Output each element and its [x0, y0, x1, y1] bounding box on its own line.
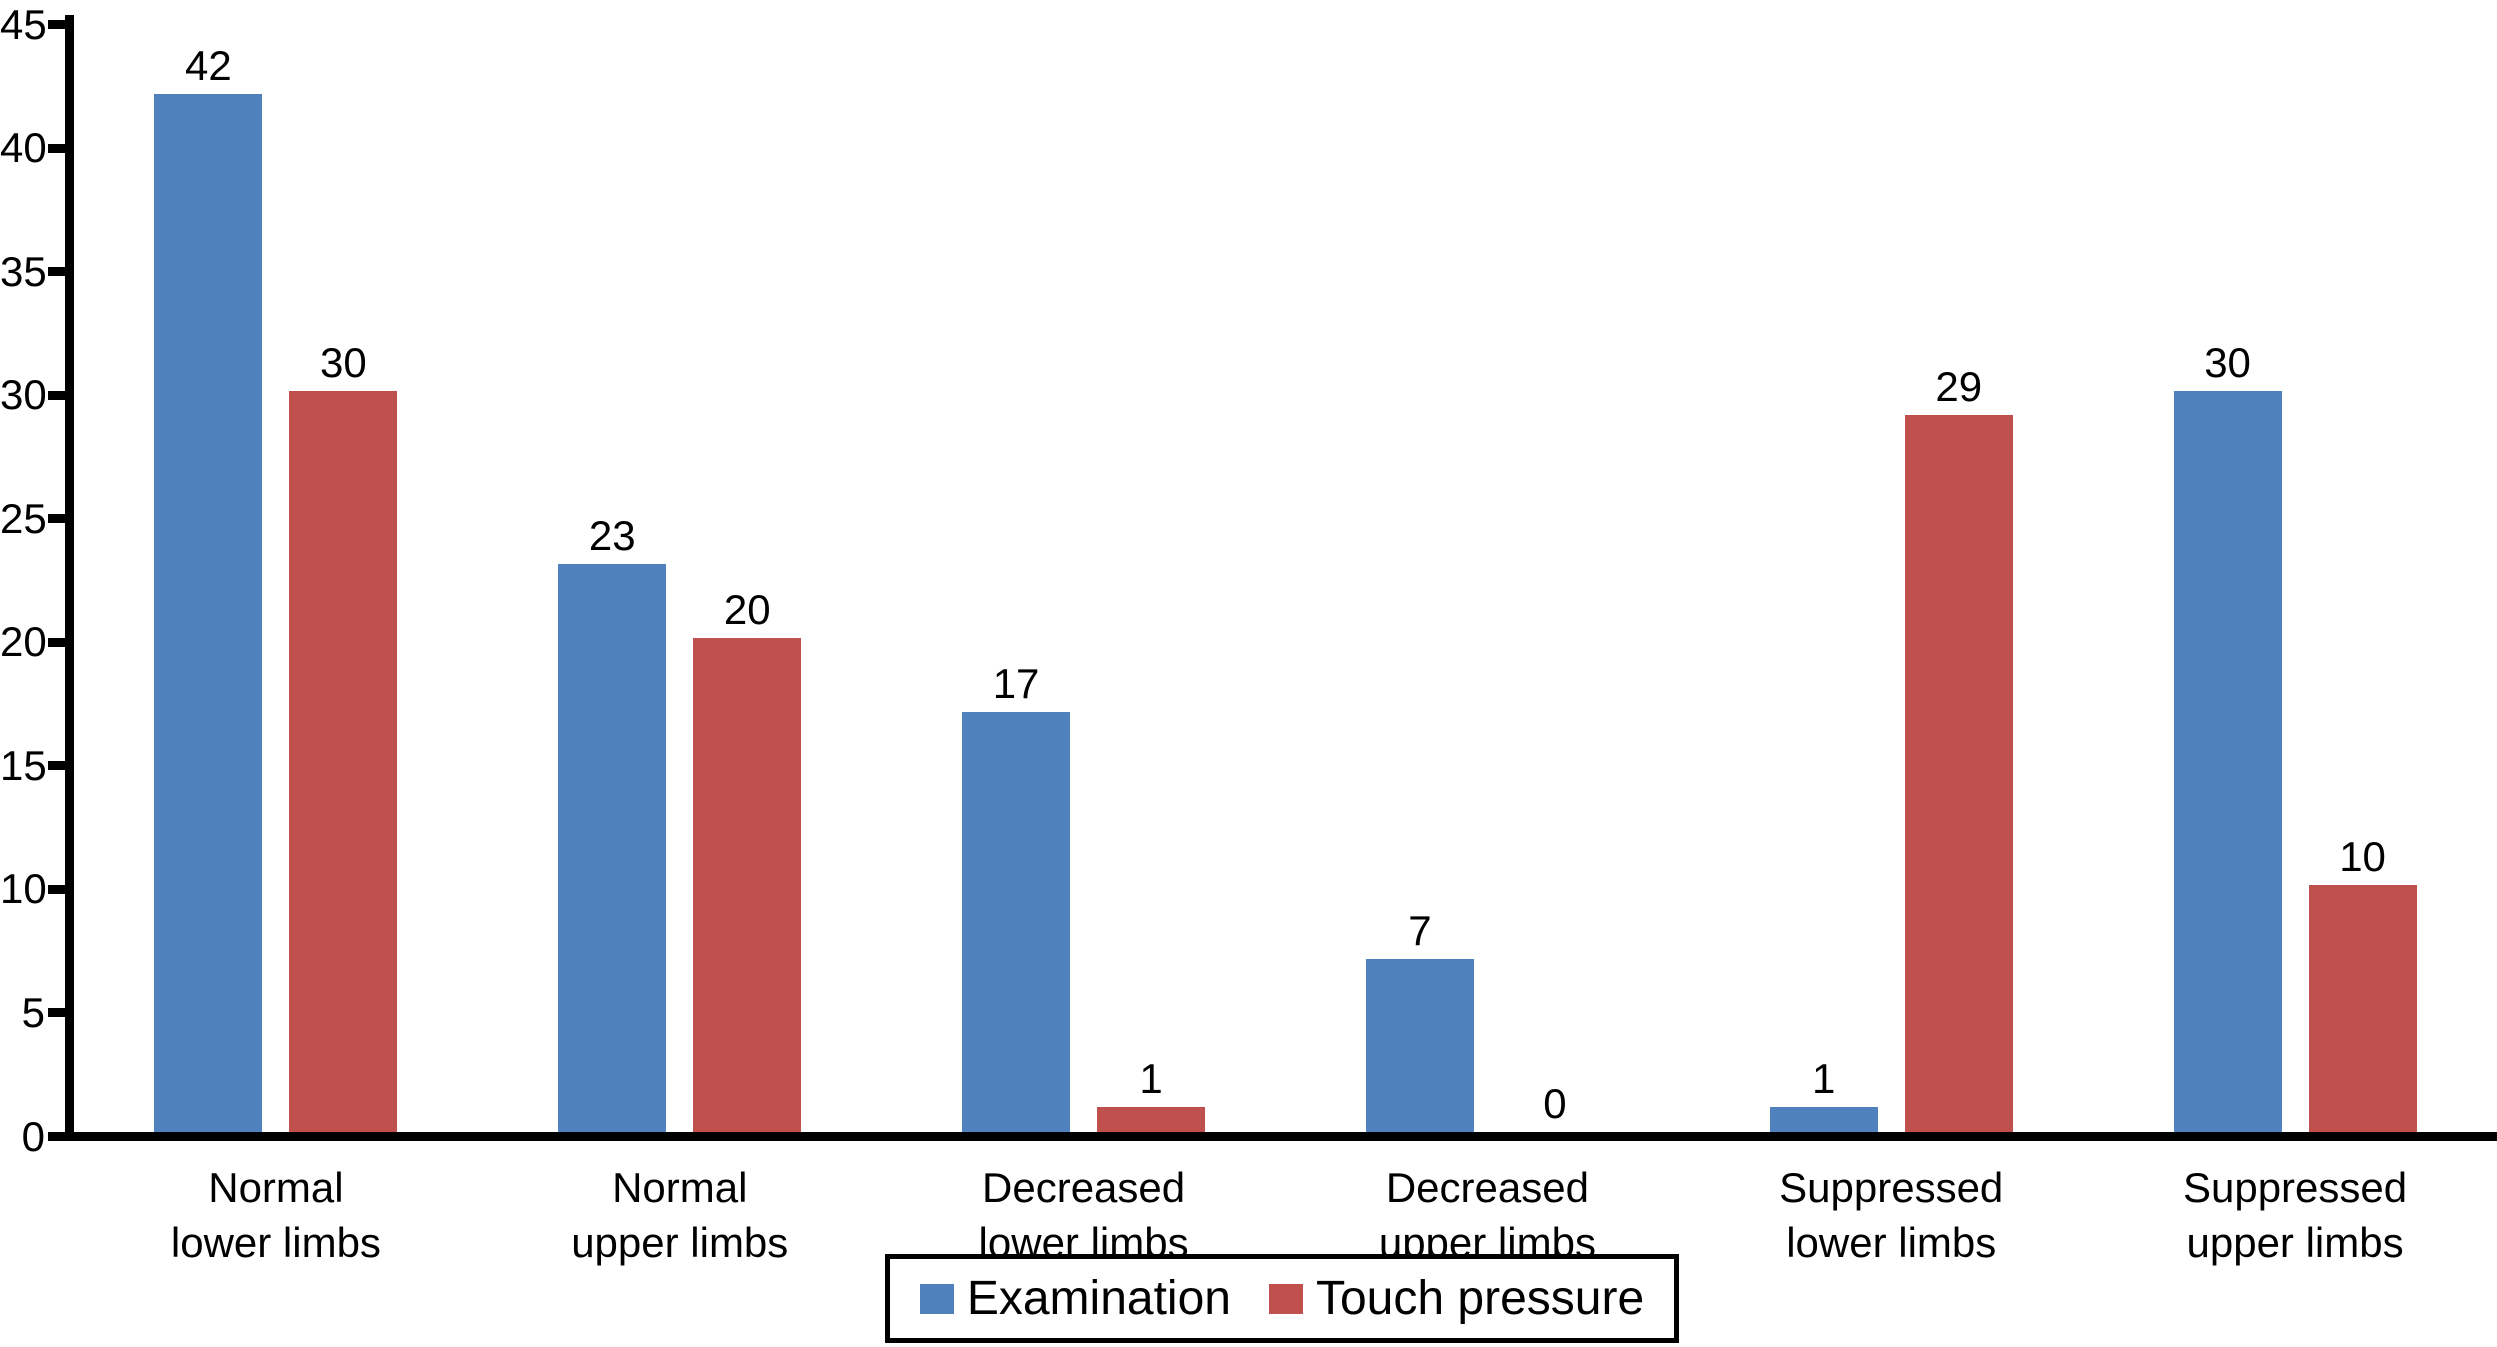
bar-col-touch-pressure: 10 [2308, 833, 2417, 1132]
bar-group-normal-upper-limbs: 23 20 [478, 514, 882, 1132]
y-tick-15 [48, 761, 74, 771]
bar-value-label: 30 [2204, 339, 2251, 386]
x-category-label-suppressed-upper-limbs: Suppressed upper limbs [2182, 1164, 2408, 1266]
plot-area: 42 30 23 20 17 1 7 0 1 29 30 10 [74, 0, 2497, 1132]
y-tick-45 [48, 20, 74, 29]
bar-value-label: 0 [1543, 1080, 1567, 1127]
y-tick-40 [48, 143, 74, 153]
legend-swatch-examination-icon [919, 1283, 954, 1314]
bar-value-label: 42 [185, 42, 232, 89]
legend-item-touch-pressure: Touch pressure [1268, 1271, 1645, 1325]
y-axis-line [65, 15, 74, 1141]
bar-col-examination: 17 [962, 660, 1071, 1132]
y-tick-label-40: 40 [0, 124, 47, 172]
y-tick-0 [48, 1132, 74, 1141]
bar-group-normal-lower-limbs: 42 30 [74, 44, 478, 1132]
bar-examination [1769, 1107, 1878, 1132]
bar-examination [962, 712, 1071, 1132]
bar-group-decreased-lower-limbs: 17 1 [882, 662, 1286, 1132]
x-category-label-normal-lower-limbs: Normal lower limbs [170, 1164, 381, 1266]
bar-col-touch-pressure: 20 [693, 586, 802, 1132]
legend-swatch-touch-pressure-icon [1268, 1283, 1303, 1314]
bar-touch-pressure [289, 391, 398, 1132]
bar-group-suppressed-lower-limbs: 1 29 [1689, 365, 2093, 1132]
y-tick-label-10: 10 [0, 865, 47, 913]
bar-value-label: 23 [588, 512, 636, 559]
bar-col-examination: 42 [154, 42, 263, 1132]
bar-touch-pressure [693, 638, 802, 1132]
bar-examination [2173, 391, 2282, 1132]
bar-col-examination: 30 [2173, 339, 2282, 1132]
y-tick-label-30: 30 [0, 371, 47, 419]
y-tick-label-15: 15 [0, 741, 47, 789]
legend: Examination Touch pressure [885, 1254, 1679, 1343]
bar-value-label: 17 [992, 660, 1040, 707]
bar-touch-pressure [1097, 1107, 1206, 1132]
bar-touch-pressure [2308, 885, 2417, 1132]
bar-examination [1365, 959, 1474, 1132]
legend-item-examination: Examination [919, 1271, 1231, 1325]
x-category-label-suppressed-lower-limbs: Suppressed lower limbs [1779, 1164, 2004, 1266]
bar-value-label: 1 [1812, 1055, 1836, 1102]
bar-col-examination: 7 [1365, 907, 1474, 1132]
bar-examination [154, 94, 263, 1132]
bar-col-touch-pressure: 29 [1904, 363, 2013, 1132]
bar-value-label: 20 [723, 586, 771, 633]
legend-label-examination: Examination [966, 1271, 1231, 1325]
bar-col-examination: 1 [1769, 1055, 1878, 1132]
bar-value-label: 29 [1935, 363, 1983, 410]
bar-value-label: 10 [2339, 833, 2386, 880]
y-tick-label-5: 5 [21, 988, 45, 1036]
y-tick-25 [48, 514, 74, 524]
y-tick-10 [48, 884, 74, 894]
bar-group-suppressed-upper-limbs: 30 10 [2093, 341, 2497, 1132]
bar-value-label: 1 [1139, 1055, 1163, 1102]
bar-value-label: 30 [320, 339, 367, 386]
y-tick-35 [48, 267, 74, 277]
bar-col-touch-pressure: 30 [289, 339, 398, 1132]
x-category-label-normal-upper-limbs: Normal upper limbs [571, 1164, 789, 1266]
y-tick-label-25: 25 [0, 494, 47, 542]
bar-examination [558, 564, 667, 1132]
y-tick-label-45: 45 [0, 0, 47, 48]
bar-touch-pressure [1904, 415, 2013, 1132]
legend-label-touch-pressure: Touch pressure [1315, 1271, 1645, 1325]
y-tick-label-20: 20 [0, 618, 47, 666]
bar-col-touch-pressure: 1 [1097, 1055, 1206, 1132]
y-tick-label-0: 0 [21, 1112, 45, 1160]
y-tick-5 [48, 1008, 74, 1018]
bar-col-touch-pressure: 0 [1501, 1082, 1609, 1132]
y-tick-20 [48, 637, 74, 647]
y-tick-30 [48, 390, 74, 400]
bar-value-label: 7 [1408, 907, 1432, 954]
x-axis-category-labels: Normal lower limbs Normal upper limbs Decrea… [74, 1160, 2497, 1270]
bar-col-examination: 23 [558, 512, 667, 1132]
y-tick-label-35: 35 [0, 247, 47, 295]
x-axis-line [48, 1132, 2497, 1141]
